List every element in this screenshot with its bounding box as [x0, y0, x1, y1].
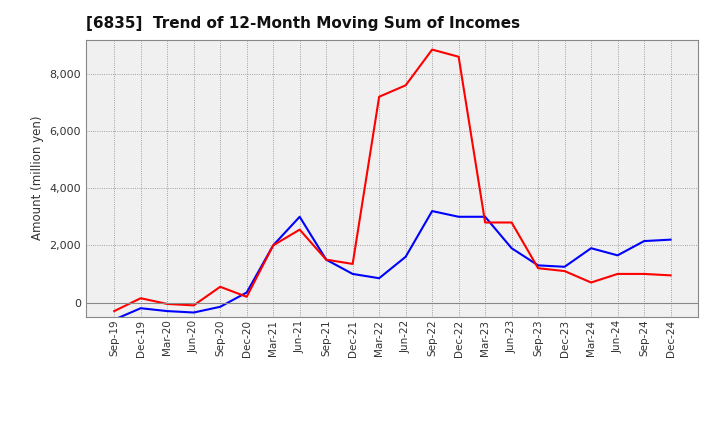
Net Income: [640, 271, 649, 277]
Ordinary Income: [295, 214, 304, 220]
Ordinary Income: [136, 306, 145, 311]
Net Income: [587, 280, 595, 285]
Net Income: [269, 243, 277, 248]
Ordinary Income: [613, 253, 622, 258]
Ordinary Income: [428, 209, 436, 214]
Ordinary Income: [269, 243, 277, 248]
Ordinary Income: [454, 214, 463, 220]
Ordinary Income: [666, 237, 675, 242]
Ordinary Income: [322, 257, 330, 262]
Ordinary Income: [640, 238, 649, 244]
Ordinary Income: [508, 246, 516, 251]
Line: Net Income: Net Income: [114, 50, 670, 311]
Ordinary Income: [189, 310, 198, 315]
Ordinary Income: [375, 275, 384, 281]
Net Income: [348, 261, 357, 267]
Net Income: [375, 94, 384, 99]
Net Income: [428, 47, 436, 52]
Ordinary Income: [163, 308, 171, 314]
Ordinary Income: [534, 263, 542, 268]
Net Income: [401, 83, 410, 88]
Ordinary Income: [348, 271, 357, 277]
Net Income: [534, 266, 542, 271]
Ordinary Income: [587, 246, 595, 251]
Ordinary Income: [216, 304, 225, 309]
Net Income: [560, 268, 569, 274]
Net Income: [666, 273, 675, 278]
Net Income: [613, 271, 622, 277]
Net Income: [163, 301, 171, 307]
Net Income: [481, 220, 490, 225]
Y-axis label: Amount (million yen): Amount (million yen): [31, 116, 44, 240]
Ordinary Income: [110, 317, 119, 322]
Net Income: [508, 220, 516, 225]
Net Income: [110, 308, 119, 314]
Net Income: [216, 284, 225, 290]
Ordinary Income: [401, 254, 410, 260]
Ordinary Income: [243, 290, 251, 295]
Text: [6835]  Trend of 12-Month Moving Sum of Incomes: [6835] Trend of 12-Month Moving Sum of I…: [86, 16, 521, 32]
Ordinary Income: [560, 264, 569, 269]
Ordinary Income: [481, 214, 490, 220]
Net Income: [189, 303, 198, 308]
Net Income: [243, 294, 251, 300]
Line: Ordinary Income: Ordinary Income: [114, 211, 670, 319]
Net Income: [322, 257, 330, 262]
Net Income: [454, 54, 463, 59]
Net Income: [136, 296, 145, 301]
Net Income: [295, 227, 304, 232]
